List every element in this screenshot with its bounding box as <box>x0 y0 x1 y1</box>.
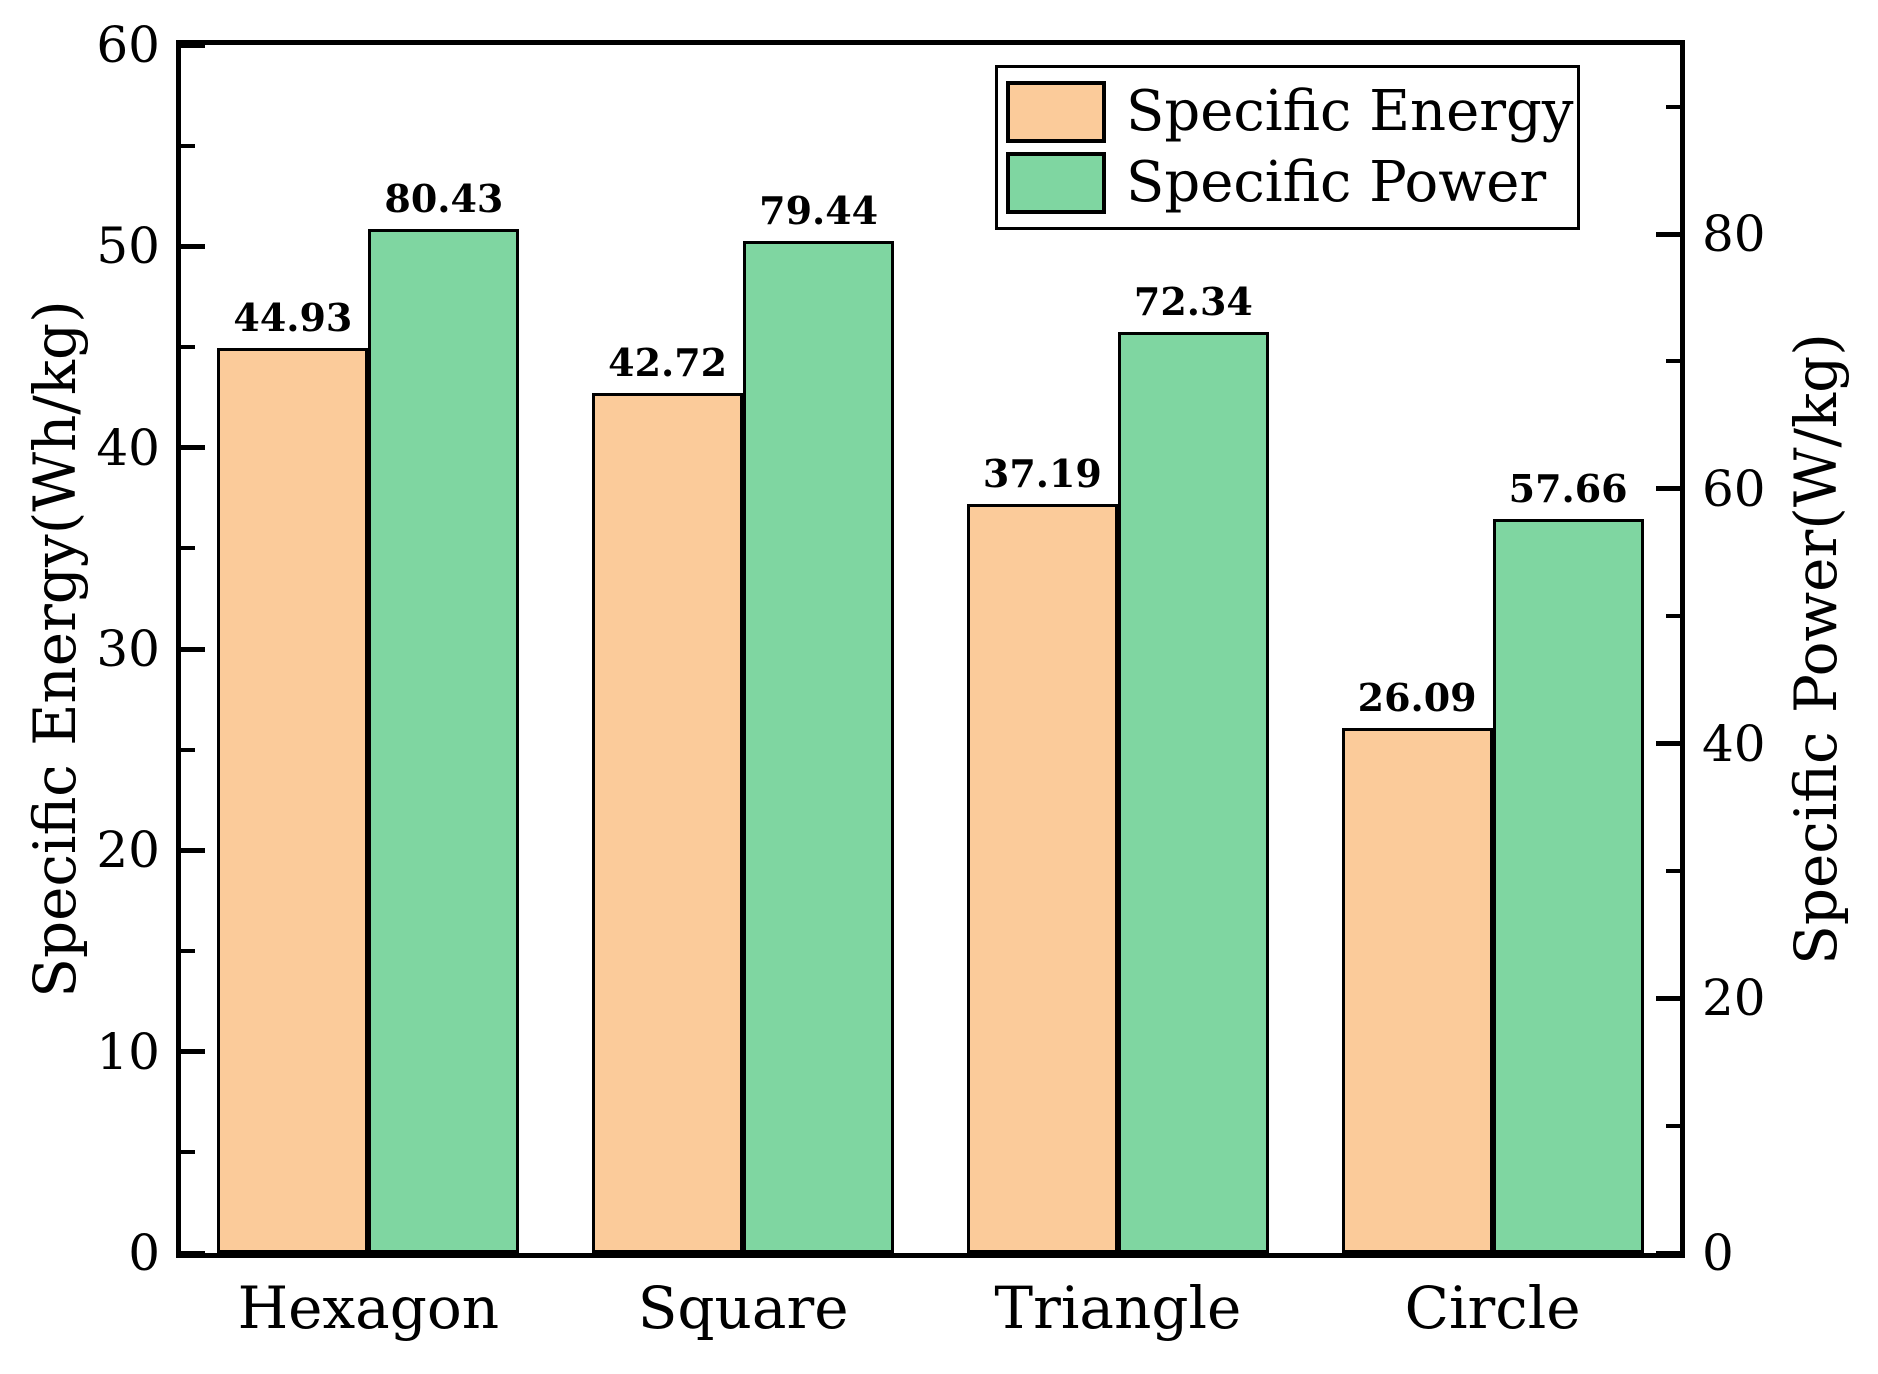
bar-value-label: 44.93 <box>233 295 353 341</box>
left-axis-minor-tick <box>181 345 195 349</box>
right-axis-title: Specific Power(W/kg) <box>1782 333 1850 965</box>
legend: Specific Energy Specific Power <box>995 65 1580 230</box>
x-category-label-hexagon: Hexagon <box>237 1274 500 1342</box>
x-category-label-triangle: Triangle <box>994 1274 1242 1342</box>
left-axis-minor-tick <box>181 747 195 752</box>
legend-item-specific-energy: Specific Energy <box>998 78 1577 144</box>
legend-label-specific-energy: Specific Energy <box>1126 78 1574 144</box>
left-axis-major-tick <box>181 1049 205 1055</box>
bar-hexagon-specific-energy <box>217 348 369 1253</box>
right-axis-major-tick <box>1656 231 1680 237</box>
bar-circle-specific-energy <box>1341 727 1493 1253</box>
right-axis-major-tick <box>1656 995 1680 1001</box>
legend-swatch-specific-energy <box>1006 80 1106 143</box>
right-axis-tick-label: 20 <box>1702 969 1766 1028</box>
bar-value-label: 79.44 <box>759 188 879 234</box>
right-axis-major-tick <box>1656 486 1680 492</box>
left-axis-tick-label: 30 <box>96 620 160 678</box>
left-axis-tick-label: 0 <box>128 1224 160 1282</box>
right-axis-minor-tick <box>1666 868 1680 873</box>
legend-item-specific-power: Specific Power <box>998 151 1577 215</box>
left-axis-major-tick <box>181 847 205 853</box>
bar-value-label: 72.34 <box>1133 278 1253 324</box>
bar-value-label: 57.66 <box>1508 465 1628 511</box>
right-axis-tick-label: 0 <box>1702 1224 1734 1282</box>
right-axis-minor-tick <box>1666 1123 1680 1128</box>
bar-square-specific-energy <box>592 392 744 1253</box>
bar-value-label: 80.43 <box>384 175 504 221</box>
left-axis-major-tick <box>181 646 205 652</box>
right-axis-minor-tick <box>1666 359 1680 364</box>
legend-label-specific-power: Specific Power <box>1126 150 1547 216</box>
right-axis-major-tick <box>1656 741 1680 747</box>
right-axis-minor-tick <box>1666 614 1680 619</box>
right-axis-tick-label: 40 <box>1702 714 1766 773</box>
left-axis-major-tick <box>181 445 205 451</box>
left-axis-minor-tick <box>181 949 195 953</box>
left-axis-tick-label: 10 <box>96 1022 160 1081</box>
x-category-label-square: Square <box>637 1274 849 1342</box>
right-axis-tick-label: 80 <box>1702 205 1766 264</box>
right-axis-minor-tick <box>1666 104 1680 109</box>
bar-triangle-specific-energy <box>966 504 1118 1253</box>
left-axis-minor-tick <box>181 1150 195 1155</box>
left-axis-tick-label: 60 <box>96 16 160 74</box>
right-axis-major-tick <box>1656 1250 1680 1256</box>
bar-triangle-specific-power <box>1117 331 1269 1253</box>
bar-value-label: 42.72 <box>608 339 728 385</box>
left-axis-tick-label: 20 <box>96 821 160 880</box>
legend-swatch-specific-power <box>1006 152 1106 215</box>
bar-circle-specific-power <box>1492 518 1644 1253</box>
left-axis-major-tick <box>181 1250 205 1256</box>
bar-hexagon-specific-power <box>368 228 520 1253</box>
bar-value-label: 26.09 <box>1357 674 1477 720</box>
left-axis-tick-label: 50 <box>96 217 160 276</box>
left-axis-major-tick <box>181 243 205 249</box>
x-category-label-circle: Circle <box>1404 1274 1581 1342</box>
bar-square-specific-power <box>743 241 895 1253</box>
left-axis-minor-tick <box>181 143 195 148</box>
left-axis-major-tick <box>181 42 205 48</box>
left-axis-minor-tick <box>181 546 195 551</box>
left-axis-tick-label: 40 <box>96 418 160 477</box>
right-axis-tick-label: 60 <box>1702 459 1766 518</box>
bar-value-label: 37.19 <box>982 451 1102 497</box>
